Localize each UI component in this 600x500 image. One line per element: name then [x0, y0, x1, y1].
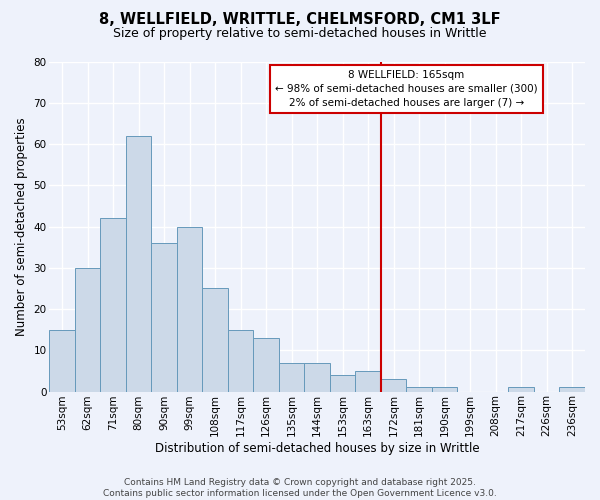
Bar [406, 388, 432, 392]
Text: 8, WELLFIELD, WRITTLE, CHELMSFORD, CM1 3LF: 8, WELLFIELD, WRITTLE, CHELMSFORD, CM1 3… [99, 12, 501, 28]
Bar [49, 330, 75, 392]
Bar [177, 226, 202, 392]
Bar [151, 243, 177, 392]
Bar [355, 371, 381, 392]
Bar [279, 362, 304, 392]
Bar [228, 330, 253, 392]
Y-axis label: Number of semi-detached properties: Number of semi-detached properties [15, 117, 28, 336]
Bar [253, 338, 279, 392]
Text: Contains HM Land Registry data © Crown copyright and database right 2025.
Contai: Contains HM Land Registry data © Crown c… [103, 478, 497, 498]
Bar [100, 218, 126, 392]
Bar [304, 362, 330, 392]
Bar [381, 379, 406, 392]
X-axis label: Distribution of semi-detached houses by size in Writtle: Distribution of semi-detached houses by … [155, 442, 479, 455]
Text: 8 WELLFIELD: 165sqm
← 98% of semi-detached houses are smaller (300)
2% of semi-d: 8 WELLFIELD: 165sqm ← 98% of semi-detach… [275, 70, 538, 108]
Bar [126, 136, 151, 392]
Bar [432, 388, 457, 392]
Bar [559, 388, 585, 392]
Bar [202, 288, 228, 392]
Bar [75, 268, 100, 392]
Text: Size of property relative to semi-detached houses in Writtle: Size of property relative to semi-detach… [113, 28, 487, 40]
Bar [508, 388, 534, 392]
Bar [330, 375, 355, 392]
